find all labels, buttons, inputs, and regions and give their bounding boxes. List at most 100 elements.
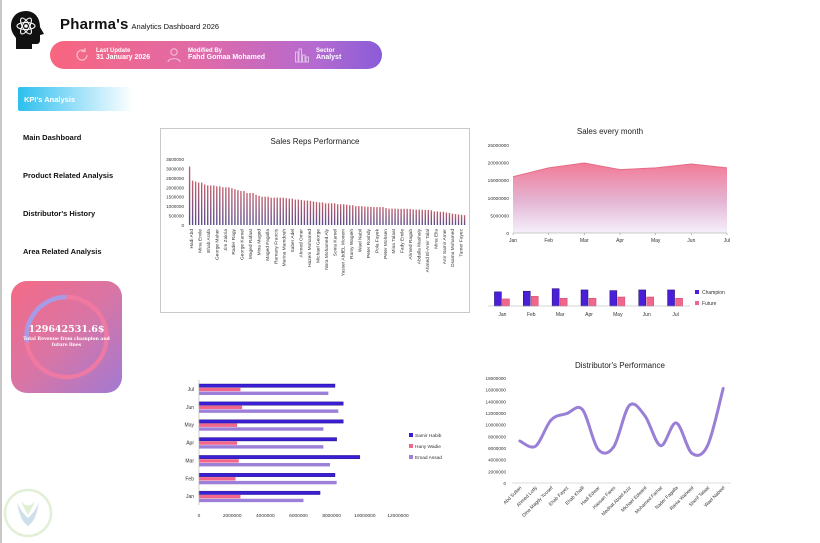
y-tick-label: Jan [186, 494, 194, 500]
rep-bar [391, 208, 393, 225]
nav-area-related-analysis[interactable]: Area Related Analysis [23, 247, 102, 256]
nav-product-related-analysis[interactable]: Product Related Analysis [23, 171, 114, 180]
window-edge [0, 0, 2, 543]
sales-month-svg: Sales every month 0 5000000 10000000 150000… [488, 127, 731, 244]
rep-bar [264, 196, 266, 225]
rep-bar [370, 206, 372, 225]
rep-bar [312, 201, 315, 225]
samir-habib-bar [198, 383, 336, 388]
x-tick-label: Rader Ragy [231, 228, 237, 254]
future-bar [502, 298, 510, 307]
x-tick-label: Ramany Francis [273, 228, 279, 264]
x-tick-label: Jul [672, 312, 678, 318]
x-tick-label: Yasser AbdEL Monem [341, 229, 347, 276]
y-tick-label: Feb [185, 476, 194, 482]
x-tick-label: Hazem Mohamed [307, 229, 313, 267]
rep-bar [213, 185, 215, 225]
x-tick-label: Tamer Fayez [459, 228, 465, 256]
sales-reps-title: Sales Reps Performance [271, 137, 360, 146]
rep-bar [436, 211, 439, 225]
rep-bar [324, 203, 327, 225]
champion-bar [667, 289, 675, 307]
x-tick-label: Osama Mohamed [450, 229, 456, 267]
rep-bar [303, 200, 306, 225]
x-tick-label: Peter Roshdy [366, 228, 372, 258]
nav-main-dashboard[interactable]: Main Dashboard [23, 133, 82, 142]
y-tick-label: 25000000 [488, 143, 510, 149]
x-tick-label: Marina Mamdouh [282, 229, 288, 267]
y-tick-label: 1000000 [166, 204, 184, 209]
y-tick-label: 10000000 [488, 196, 510, 202]
legend-swatch [695, 301, 699, 305]
legend-swatch [695, 290, 699, 294]
x-tick-label: George Kamel [240, 229, 246, 260]
distributor-performance-title: Distributor's Performance [575, 361, 666, 370]
y-tick-label: 14000000 [486, 399, 507, 404]
rep-bar [352, 205, 354, 225]
rep-bar [306, 200, 309, 225]
future-bar [617, 296, 626, 307]
hany-wadie-bar [199, 459, 239, 463]
x-tick-label: 4000000 [256, 513, 275, 519]
rep-bar [204, 184, 206, 225]
legend-swatch [409, 455, 413, 459]
nav-distributors-history[interactable]: Distributor's History [23, 209, 96, 218]
rep-bar [297, 199, 300, 225]
rep-bar [315, 201, 318, 225]
total-revenue-value: 129642531.6$ [28, 324, 105, 335]
x-tick-label: Nora Mohamed Aly [324, 228, 330, 269]
x-tick-label: Amr Samir Amer [442, 229, 448, 265]
sales-month-title: Sales every month [577, 127, 643, 136]
rep-bar [194, 181, 197, 225]
rep-bar [222, 187, 224, 225]
title-sub: Analytics Dashboard 2026 [131, 22, 220, 31]
y-tick-label: 15000000 [488, 178, 510, 184]
x-tick-label: Pola Fayek [374, 228, 380, 253]
modified-by-group: Modified By Fahd Gomaa Mohamed [166, 47, 265, 63]
x-tick-label: Mar [556, 312, 565, 318]
x-tick-label: Jim Zakria [223, 229, 229, 251]
x-tick-label: Sonia Kamel [332, 229, 338, 256]
x-tick-label: Mina Talaat [391, 228, 397, 253]
emad-assad-bar [199, 480, 337, 485]
rep-bar [252, 192, 254, 225]
rep-bar [379, 207, 381, 225]
rep-bar [267, 196, 269, 225]
x-tick-label: Maged Fagalla [265, 229, 271, 261]
rep-bar [343, 204, 345, 225]
tab-kpis-analysis[interactable]: KPI's Analysis [18, 87, 133, 111]
emad-assad-bar [199, 427, 324, 431]
emad-assad-bar [199, 409, 339, 413]
y-tick-label: 3500000 [166, 157, 184, 162]
legend-label: Samir Habib [415, 433, 442, 439]
x-tick-label: Jun [643, 312, 651, 318]
rep-bar [282, 197, 284, 225]
rep-bar [361, 206, 363, 225]
rep-bar [200, 182, 203, 225]
x-tick-label: Jun [687, 238, 695, 244]
rep-bar [234, 189, 236, 225]
y-tick-label: 10000000 [486, 423, 507, 428]
sales-month-line [512, 162, 728, 178]
info-bar: Last Update 31 January 2026 Modified By … [50, 41, 382, 69]
rep-bar [433, 211, 436, 225]
future-bar [646, 296, 654, 307]
x-tick-label: May [613, 312, 623, 318]
hany-wadie-bar [199, 441, 238, 445]
rep-bar [418, 209, 420, 225]
sales-reps-svg: Sales Reps Performance 0 500000 1000000 150… [166, 137, 466, 276]
rep-bar [309, 200, 312, 225]
x-tick-label: Abdalla Mashaly [417, 228, 423, 264]
rep-bar [273, 197, 275, 225]
x-tick-label: Ramy Wagieh [349, 229, 355, 259]
rep-bar [454, 214, 457, 225]
x-tick-label: Mina Maged [256, 229, 262, 256]
distributor-monthly-svg: Jul Jun May Apr Mar Feb Jan 0 2000000 4000000 600… [185, 380, 442, 519]
rep-bar [339, 204, 342, 225]
sales-month-area [513, 162, 727, 233]
champion-future-chart: Jan Feb Mar Apr May Jun Jul Champion Future [480, 280, 745, 325]
rep-bar [382, 207, 384, 225]
x-tick-label: Jan [509, 238, 517, 244]
rep-bar [355, 206, 357, 225]
revenue-progress-arc [24, 294, 67, 343]
